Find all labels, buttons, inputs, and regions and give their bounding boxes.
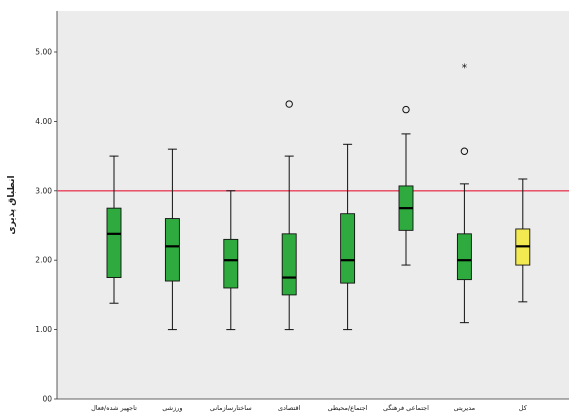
x-category-label: مدیریتی: [454, 404, 475, 412]
outlier-point: [460, 147, 469, 155]
box-group: [515, 178, 531, 303]
box: [340, 213, 356, 284]
box-group: [223, 190, 239, 331]
x-category-label: اجتماعی فرهنگی: [383, 404, 429, 412]
x-category-label: کل: [519, 404, 528, 412]
box: [281, 233, 297, 296]
y-tick-label: 2.00: [35, 256, 52, 265]
x-category-label: ورزشی: [162, 404, 182, 412]
x-category-label: اجتماع/محیطی: [328, 404, 368, 412]
y-tick-label: 3.00: [35, 186, 52, 195]
box-group: [164, 148, 180, 331]
box-group: [340, 143, 356, 331]
outlier-point: [402, 105, 410, 114]
y-axis: 00 1.00 2.00 3.00 4.00 5.00: [35, 11, 569, 404]
box-group: [398, 105, 414, 266]
box: [456, 233, 472, 281]
y-tick-label: 4.00: [35, 117, 52, 126]
extreme-point: *: [462, 61, 468, 74]
box-group: [281, 100, 297, 331]
box-group: [106, 155, 122, 304]
x-category-label: تاجهیر شده/فعال: [91, 404, 137, 412]
outlier-point: [285, 100, 293, 108]
y-tick-label: 5.00: [35, 48, 52, 57]
box: [164, 218, 180, 282]
x-category-label: اقتصادی: [278, 404, 301, 412]
x-category-label: ساختارسازمانی: [210, 404, 252, 412]
y-tick-label: 1.00: [35, 325, 52, 334]
box: [223, 238, 239, 289]
plot-area: [57, 11, 569, 399]
y-axis-title: انطباق پذیری: [7, 175, 17, 234]
y-tick-label: 00: [42, 395, 52, 404]
box: [106, 207, 122, 278]
box-group: *: [456, 61, 472, 324]
boxes-group: *: [106, 61, 531, 331]
x-axis-labels: تاجهیر شده/فعال ورزشی ساختارسازمانی اقتصادی…: [91, 404, 528, 412]
